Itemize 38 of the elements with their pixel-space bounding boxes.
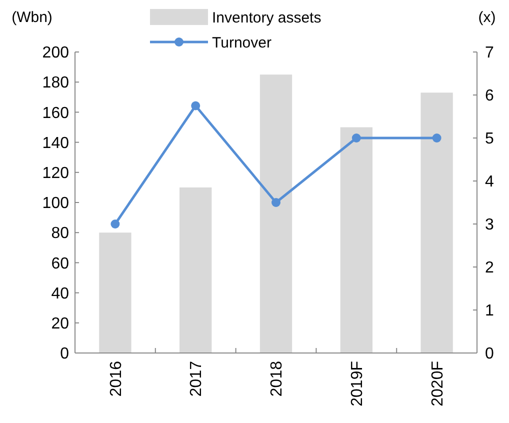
- y2-axis-title: (x): [478, 9, 496, 26]
- point: [432, 134, 442, 142]
- x-tick-label: 2019F: [349, 360, 366, 406]
- x-tick-label: 2018: [268, 360, 286, 397]
- point: [191, 101, 200, 110]
- y-tick-label: 60: [51, 255, 70, 272]
- bar: [420, 92, 453, 353]
- bar: [340, 127, 372, 353]
- y-tick-label: 160: [42, 104, 70, 122]
- point: [272, 198, 280, 207]
- y-tick-label: 140: [42, 134, 70, 152]
- y2-tick-label: 6: [485, 88, 494, 105]
- point: [352, 134, 361, 142]
- x-tick-label: 2017: [188, 360, 206, 397]
- y-tick-label: 100: [42, 195, 70, 212]
- y-tick-label: 20: [51, 316, 70, 332]
- y-tick-label: 0: [60, 346, 70, 363]
- y2-tick-label: 3: [485, 216, 494, 234]
- y-tick-label: 120: [42, 165, 70, 182]
- x-tick-label: 2020F: [429, 360, 446, 406]
- y-tick-label: 200: [42, 44, 70, 62]
- bar: [180, 187, 212, 353]
- y2-tick-label: 2: [485, 260, 494, 277]
- y-tick-label: 40: [51, 285, 70, 302]
- y-tick-label: 180: [42, 74, 70, 92]
- x-tick-label: 2016: [108, 360, 125, 397]
- point: [110, 220, 120, 228]
- y2-tick-label: 5: [485, 130, 494, 148]
- bar: [260, 74, 292, 353]
- y2-tick-label: 0: [485, 346, 494, 363]
- bar: [99, 232, 132, 353]
- y-tick-label: 80: [51, 225, 70, 242]
- y-axis-title: (Wbn): [12, 9, 52, 26]
- y2-tick-label: 7: [485, 44, 494, 62]
- y2-tick-label: 4: [485, 174, 494, 191]
- legend-label: Inventory assets: [212, 9, 322, 26]
- legend-label: Turnover: [212, 34, 272, 52]
- y2-tick-label: 1: [485, 302, 494, 320]
